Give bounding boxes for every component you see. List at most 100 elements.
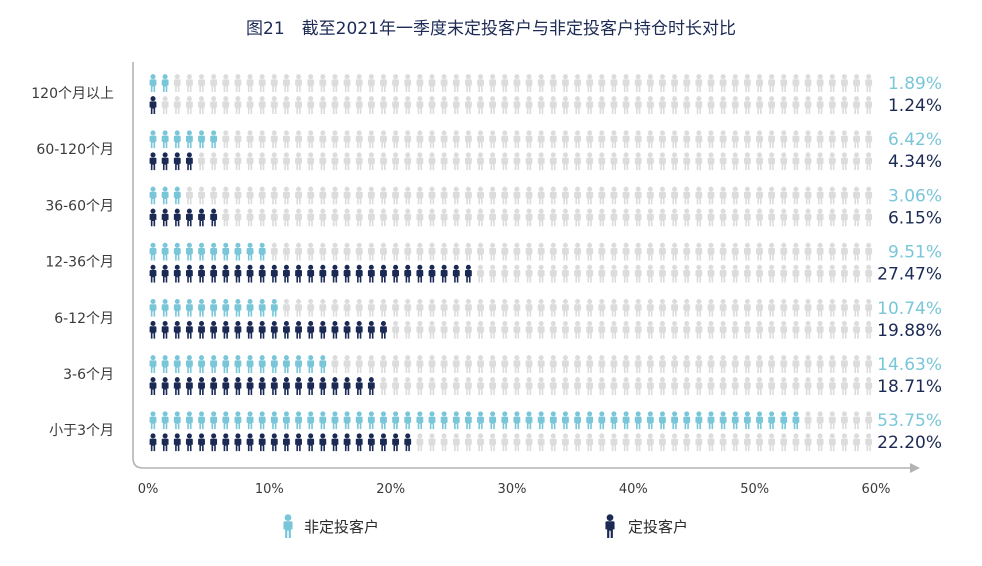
empty-person-icon — [695, 208, 703, 227]
empty-person-icon — [416, 130, 424, 149]
sip-person-icon — [404, 433, 412, 452]
empty-person-icon — [562, 96, 569, 114]
empty-person-icon — [574, 186, 581, 205]
non-sip-person-icon — [537, 411, 545, 430]
non-sip-person-icon — [222, 298, 230, 317]
non-sip-person-icon — [634, 411, 642, 430]
empty-person-icon — [792, 298, 800, 317]
non-sip-person-icon — [234, 355, 242, 373]
empty-person-icon — [319, 186, 327, 205]
empty-person-icon — [404, 152, 412, 171]
empty-person-icon — [380, 96, 387, 114]
non-sip-person-icon — [428, 411, 436, 430]
sip-person-icon — [161, 208, 169, 227]
sip-person-icon — [343, 320, 351, 339]
empty-person-icon — [355, 74, 363, 92]
empty-person-icon — [610, 320, 618, 339]
empty-person-icon — [853, 96, 860, 114]
empty-person-icon — [355, 298, 363, 317]
empty-person-icon — [537, 96, 545, 114]
empty-person-icon — [404, 377, 412, 395]
empty-person-icon — [270, 242, 278, 261]
empty-person-icon — [464, 298, 472, 317]
empty-person-icon — [743, 377, 751, 395]
empty-person-icon — [222, 186, 230, 205]
sip-person-icon — [283, 433, 290, 452]
empty-person-icon — [731, 433, 739, 452]
empty-person-icon — [816, 152, 824, 171]
sip-person-icon — [355, 433, 363, 452]
empty-person-icon — [452, 433, 460, 452]
non-sip-person-icon — [258, 298, 266, 317]
non-sip-person-icon — [210, 411, 218, 430]
empty-person-icon — [513, 208, 521, 227]
empty-person-icon — [683, 377, 691, 395]
empty-person-icon — [562, 130, 569, 149]
empty-person-icon — [731, 208, 739, 227]
empty-person-icon — [295, 242, 302, 261]
non-sip-person-icon — [185, 298, 193, 317]
empty-person-icon — [501, 186, 509, 205]
empty-person-icon — [525, 130, 533, 149]
empty-person-icon — [562, 186, 569, 205]
x-tick-label: 60% — [862, 482, 891, 497]
empty-person-icon — [804, 355, 812, 373]
non-sip-person-icon — [695, 411, 703, 430]
empty-person-icon — [865, 433, 873, 452]
empty-person-icon — [731, 96, 739, 114]
sip-person-icon — [258, 433, 266, 452]
empty-person-icon — [780, 320, 788, 339]
empty-person-icon — [440, 208, 448, 227]
empty-person-icon — [562, 433, 569, 452]
empty-person-icon — [428, 298, 436, 317]
empty-person-icon — [416, 433, 424, 452]
empty-person-icon — [380, 208, 387, 227]
empty-person-icon — [816, 242, 824, 261]
non-sip-person-icon — [768, 411, 776, 430]
empty-person-icon — [586, 152, 594, 171]
empty-person-icon — [743, 186, 751, 205]
x-tick-label: 20% — [376, 482, 405, 497]
empty-person-icon — [780, 264, 788, 283]
empty-person-icon — [853, 411, 860, 430]
sip-person-icon — [319, 264, 327, 283]
empty-person-icon — [234, 208, 242, 227]
empty-person-icon — [574, 264, 581, 283]
non-sip-person-icon — [319, 411, 327, 430]
empty-person-icon — [598, 130, 606, 149]
empty-person-icon — [489, 208, 497, 227]
empty-person-icon — [683, 130, 691, 149]
empty-person-icon — [392, 186, 400, 205]
sip-person-icon — [173, 152, 181, 171]
empty-person-icon — [246, 96, 254, 114]
non-sip-person-icon — [210, 298, 218, 317]
sip-person-icon — [331, 264, 339, 283]
empty-person-icon — [549, 186, 557, 205]
empty-person-icon — [307, 242, 315, 261]
empty-person-icon — [270, 152, 278, 171]
empty-person-icon — [659, 152, 666, 171]
empty-person-icon — [731, 186, 739, 205]
empty-person-icon — [477, 320, 484, 339]
empty-person-icon — [840, 74, 848, 92]
empty-person-icon — [489, 186, 497, 205]
empty-person-icon — [537, 355, 545, 373]
empty-person-icon — [659, 320, 666, 339]
sip-person-icon — [331, 377, 339, 395]
empty-person-icon — [671, 377, 679, 395]
empty-person-icon — [707, 377, 715, 395]
empty-person-icon — [198, 152, 205, 171]
empty-person-icon — [622, 96, 630, 114]
empty-person-icon — [768, 130, 776, 149]
empty-person-icon — [804, 320, 812, 339]
empty-person-icon — [840, 242, 848, 261]
empty-person-icon — [804, 96, 812, 114]
empty-person-icon — [671, 433, 679, 452]
empty-person-icon — [452, 320, 460, 339]
empty-person-icon — [440, 377, 448, 395]
non-sip-person-icon — [149, 186, 157, 205]
empty-person-icon — [646, 320, 654, 339]
empty-person-icon — [562, 355, 569, 373]
empty-person-icon — [683, 208, 691, 227]
empty-person-icon — [452, 74, 460, 92]
